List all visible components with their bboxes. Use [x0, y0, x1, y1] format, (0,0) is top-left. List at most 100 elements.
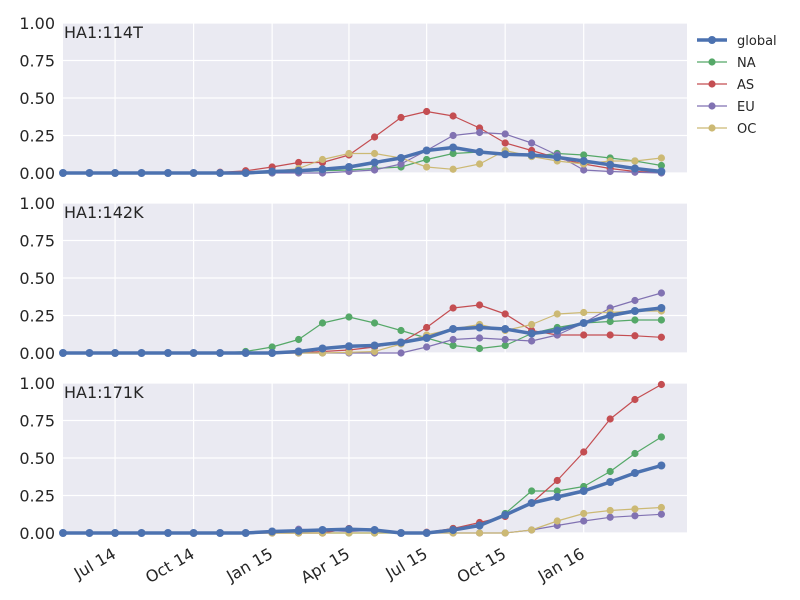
legend-label-na: NA [737, 56, 756, 71]
data-point-global [475, 148, 484, 156]
data-point-na [553, 487, 561, 495]
data-point-na [657, 433, 665, 441]
data-point-oc [501, 529, 509, 537]
data-point-as [580, 331, 588, 339]
data-point-global [579, 487, 588, 495]
data-point-as [501, 310, 509, 318]
data-point-global [370, 526, 379, 534]
data-point-global [111, 349, 120, 357]
data-point-global [475, 521, 484, 530]
data-point-eu [475, 128, 484, 137]
data-point-global [85, 529, 94, 537]
data-point-global [163, 349, 172, 357]
data-point-na [606, 467, 614, 476]
data-point-global [422, 146, 431, 155]
data-point-eu [475, 334, 484, 342]
data-point-global [501, 150, 510, 159]
data-point-oc [657, 154, 665, 162]
data-point-global [370, 158, 379, 167]
data-point-global [579, 319, 588, 327]
data-point-global [630, 307, 639, 315]
data-point-global [241, 529, 250, 537]
legend-label-as: AS [737, 78, 754, 93]
data-point-eu [606, 513, 614, 521]
data-point-eu [370, 166, 379, 174]
series-line-global [63, 306, 662, 355]
data-point-oc [449, 165, 457, 173]
series-line-global [63, 463, 662, 535]
data-point-global [422, 529, 431, 537]
y-tick-label: 0.50 [19, 269, 55, 288]
data-point-global [216, 529, 225, 537]
data-point-oc [318, 155, 327, 164]
data-point-oc [345, 149, 353, 158]
data-point-as [580, 448, 588, 456]
data-point-global [163, 529, 172, 537]
data-point-eu [397, 349, 405, 357]
x-tick-label: Oct 14 [142, 544, 197, 587]
data-point-eu [580, 166, 588, 174]
data-point-global [189, 349, 198, 357]
x-tick-label: Jul 14 [70, 544, 119, 583]
data-point-global [422, 334, 431, 342]
data-point-global [657, 461, 666, 470]
data-point-global [449, 526, 458, 534]
data-point-oc [553, 517, 561, 525]
data-point-global [630, 164, 639, 173]
data-point-global [553, 493, 562, 501]
data-point-na [268, 343, 276, 351]
data-point-as [423, 323, 431, 332]
legend-label-oc: OC [737, 122, 756, 137]
data-point-global [268, 349, 277, 357]
y-tick-label: 1.00 [19, 14, 55, 33]
y-tick-label: 0.25 [19, 127, 55, 146]
y-tick-label: 0.00 [19, 164, 55, 183]
data-point-as [370, 133, 379, 141]
data-point-global [111, 529, 120, 537]
data-point-na [449, 149, 457, 158]
x-tick-label: Jan 16 [534, 544, 588, 586]
data-point-global [163, 169, 172, 177]
y-tick-label: 0.50 [19, 449, 55, 468]
data-point-na [606, 317, 614, 326]
data-point-global [216, 169, 225, 177]
data-point-global [241, 169, 250, 177]
panel-3: 0.00 0.25 0.50 0.75 1.00 HA1:171K [19, 374, 687, 543]
legend-marker-as [708, 80, 716, 88]
legend-marker-oc [708, 124, 716, 132]
data-point-global [579, 157, 588, 165]
legend-label-eu: EU [737, 100, 755, 115]
x-tick-label: Apr 15 [297, 544, 353, 587]
data-point-oc [631, 157, 639, 165]
data-point-global [59, 169, 67, 177]
data-point-eu [423, 343, 431, 351]
data-point-global [294, 526, 303, 535]
data-point-global [268, 167, 277, 176]
data-point-global [553, 326, 562, 335]
data-point-eu [501, 130, 509, 138]
data-point-eu [449, 131, 457, 140]
data-point-na [657, 161, 665, 170]
data-point-eu [528, 337, 536, 345]
legend-marker-global [708, 36, 716, 44]
data-point-oc [528, 526, 536, 534]
data-point-global [137, 169, 146, 177]
y-tick-label: 0.00 [19, 524, 55, 543]
data-point-oc [553, 310, 561, 318]
data-point-eu [528, 139, 536, 147]
data-point-global [294, 166, 303, 175]
panel-2: 0.00 0.25 0.50 0.75 1.00 HA1:142K [19, 194, 687, 363]
data-point-global [527, 499, 536, 507]
data-point-global [318, 344, 327, 353]
data-point-global [397, 154, 406, 162]
legend-label-global: global [737, 34, 777, 49]
data-point-as [397, 113, 405, 122]
data-point-eu [631, 296, 639, 305]
data-point-na [370, 319, 379, 327]
data-point-global [85, 349, 94, 357]
data-point-global [449, 325, 458, 333]
y-tick-label: 1.00 [19, 194, 55, 213]
data-point-as [295, 158, 303, 167]
x-tick-label: Oct 15 [454, 544, 509, 587]
